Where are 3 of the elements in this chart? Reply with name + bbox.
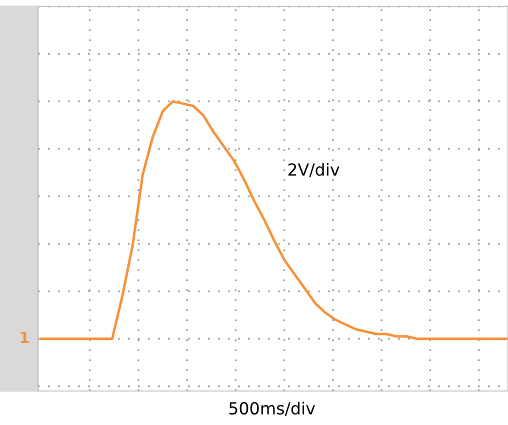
annotation: 2V/div [288,162,340,178]
text: 1 [20,332,29,343]
text: 500ms/div [229,402,315,416]
